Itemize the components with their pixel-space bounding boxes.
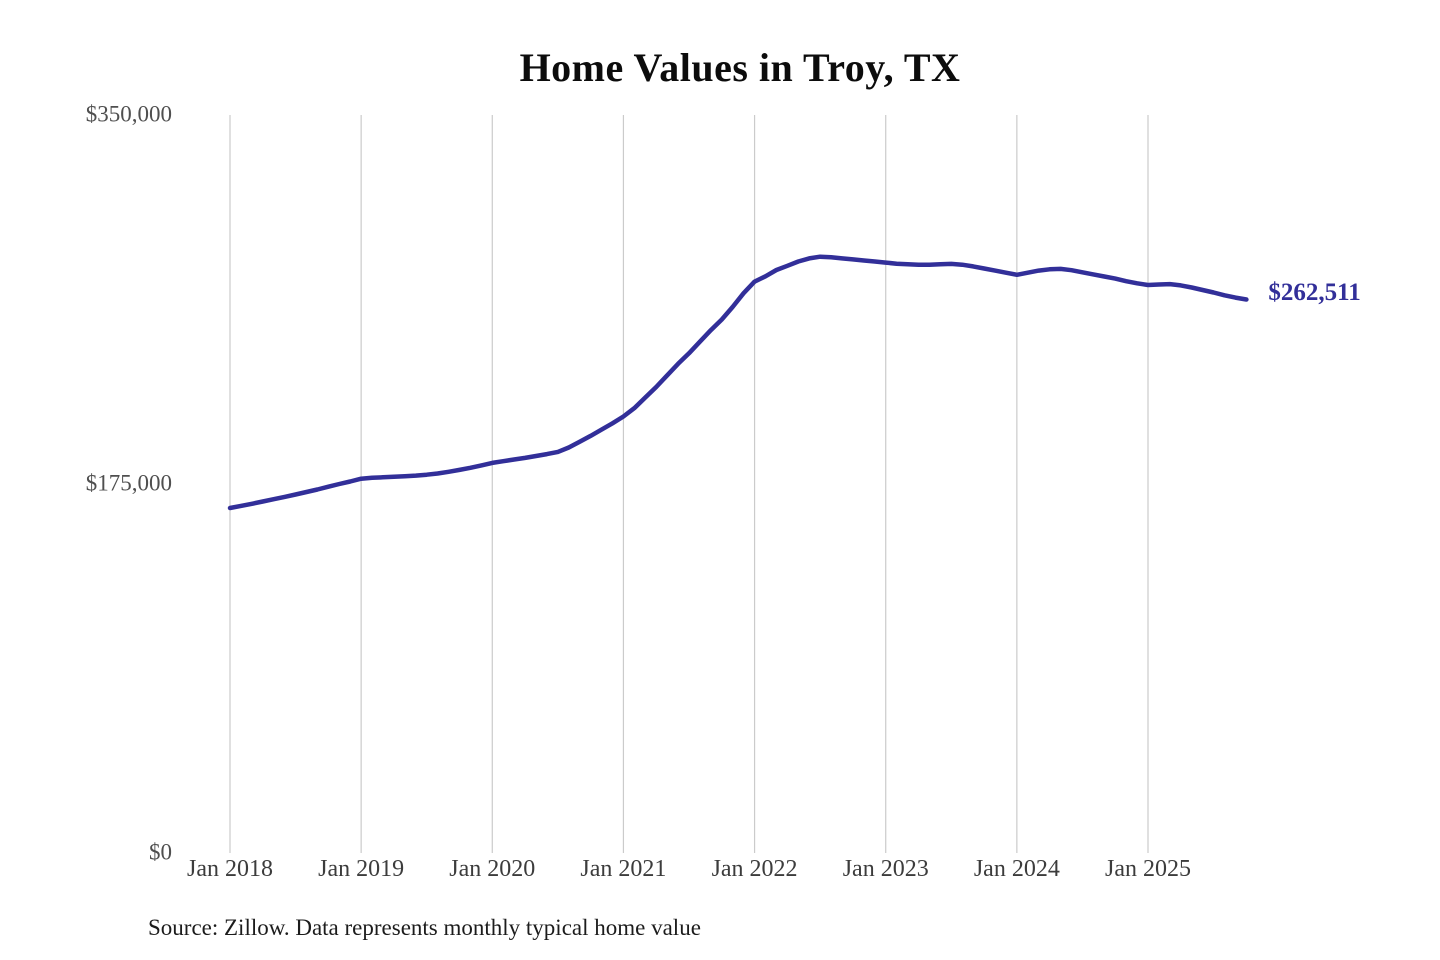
gridlines	[229, 115, 1149, 853]
source-note: Source: Zillow. Data represents monthly …	[148, 915, 701, 940]
x-axis-tick-label: Jan 2021	[580, 856, 667, 882]
chart-title: Home Values in Troy, TX	[519, 45, 961, 90]
x-axis-tick-label: Jan 2022	[711, 856, 798, 882]
current-value-label: $262,511	[1268, 279, 1361, 307]
x-axis-tick-label: Jan 2020	[449, 856, 536, 882]
y-axis-tick-label: $0	[149, 839, 172, 865]
x-axis-tick-label: Jan 2024	[973, 856, 1060, 882]
x-axis-tick-label: Jan 2018	[187, 856, 273, 882]
x-axis-tick-label: Jan 2023	[842, 856, 929, 882]
y-axis-tick-label: $175,000	[85, 470, 172, 496]
x-axis-tick-label: Jan 2025	[1105, 856, 1191, 882]
x-axis-tick-label: Jan 2019	[318, 856, 405, 882]
y-axis-tick-label: $350,000	[85, 101, 172, 127]
home-value-line	[227, 254, 1249, 511]
